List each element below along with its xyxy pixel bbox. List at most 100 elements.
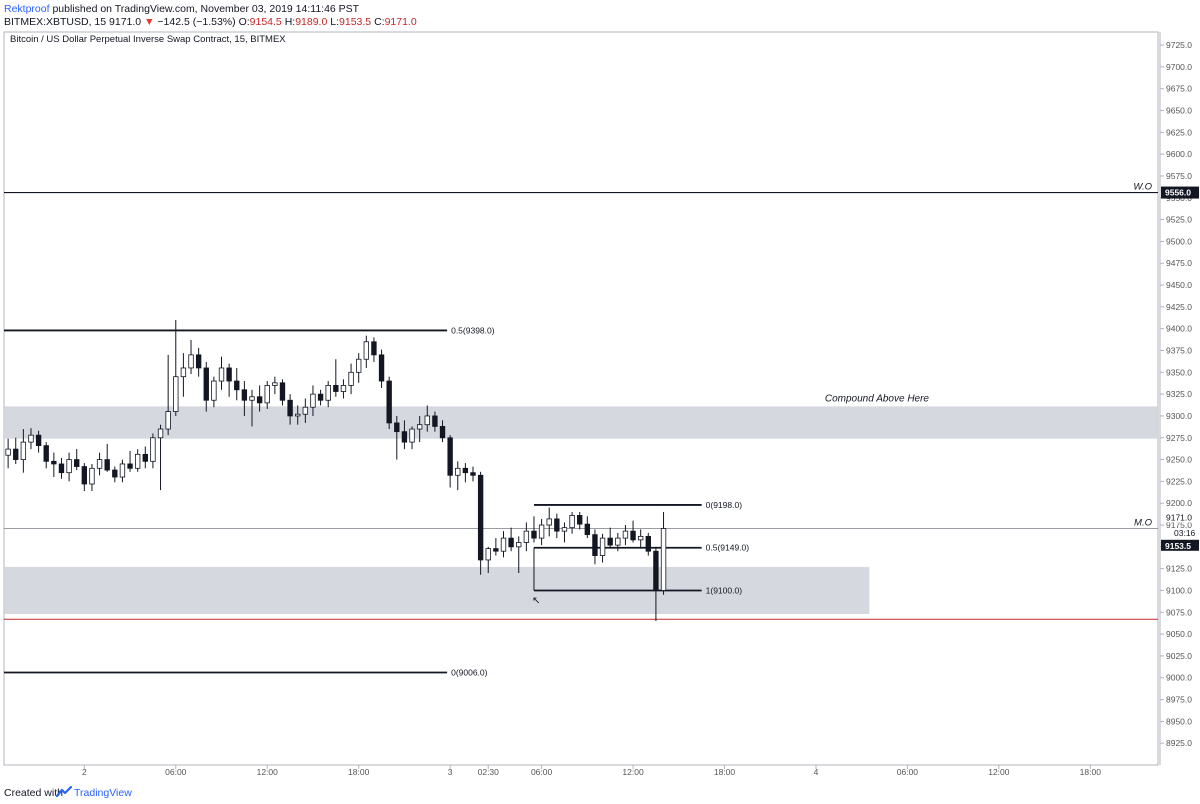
candle-body	[218, 367, 225, 382]
candle-body	[81, 466, 88, 485]
price-tick-label: 9500.0	[1166, 236, 1192, 246]
candle-body	[493, 548, 499, 552]
time-tick-label: 18:00	[714, 767, 736, 777]
candle-body	[165, 411, 171, 430]
candle-body	[523, 530, 530, 543]
candle-body	[584, 523, 591, 536]
price-marker-label: 9171.0	[1166, 513, 1192, 523]
price-tick-label: 9275.0	[1166, 433, 1192, 443]
candle-body	[546, 518, 552, 526]
price-tick-label: 9075.0	[1166, 607, 1192, 617]
candle-body	[462, 467, 469, 474]
candle-body	[447, 437, 453, 476]
price-tick-label: 9050.0	[1166, 629, 1192, 639]
price-tick-label: 9175.0	[1166, 520, 1192, 530]
candle-body	[592, 534, 598, 556]
candle-body	[378, 354, 385, 382]
close-value: 9171.0	[384, 16, 417, 28]
price-tick-label: 9525.0	[1166, 215, 1192, 225]
candle-body	[234, 380, 240, 391]
open-label: O:	[238, 16, 250, 28]
candle-body	[363, 341, 369, 360]
candle-body	[119, 463, 126, 478]
candle-body	[439, 426, 446, 439]
price-tick-label: 9600.0	[1166, 149, 1192, 159]
candle-body	[104, 459, 110, 471]
candle-body	[89, 467, 95, 485]
candle-body	[371, 341, 377, 356]
time-tick-label: 02:30	[478, 767, 500, 777]
candle-body	[508, 537, 514, 548]
candle-body	[356, 358, 362, 373]
candle-body	[241, 389, 248, 401]
price-tick-label: 9250.0	[1166, 455, 1192, 465]
close-label: C:	[374, 16, 385, 28]
last-price: 9171.0	[109, 16, 142, 28]
high-value: 9189.0	[295, 16, 328, 28]
price-tick-label: 9000.0	[1166, 673, 1192, 683]
candle-body	[561, 527, 568, 532]
candle-body	[630, 530, 636, 541]
price-marker-label: 9556.0	[1165, 188, 1191, 198]
published-text: published on TradingView.com, November 0…	[52, 3, 360, 15]
candle-body	[645, 535, 651, 552]
time-tick-label: 12:00	[988, 767, 1010, 777]
candle-body	[51, 460, 57, 465]
candle-body	[607, 537, 613, 546]
candle-body	[295, 413, 301, 417]
candle-body	[409, 428, 415, 443]
candle-body	[211, 380, 217, 401]
candle-body	[622, 530, 629, 539]
candle-body	[333, 385, 339, 392]
down-arrow-icon: ▼	[144, 16, 155, 28]
candle-body	[485, 548, 491, 561]
candle-body	[386, 380, 392, 424]
zone-label: Compound Above Here	[825, 393, 930, 404]
candle-body	[256, 396, 263, 404]
price-tick-label: 8925.0	[1166, 738, 1192, 748]
candle-body	[195, 354, 202, 369]
candle-body	[325, 385, 331, 401]
author-link[interactable]: Rektproof	[4, 3, 50, 15]
chart-header: Rektproof published on TradingView.com, …	[0, 0, 1200, 30]
cursor-icon: ↖	[532, 595, 540, 606]
price-tick-label: 9700.0	[1166, 62, 1192, 72]
candle-body	[416, 424, 423, 430]
plot-area	[3, 31, 1159, 766]
price-tick-label: 9300.0	[1166, 411, 1192, 421]
candle-body	[96, 459, 103, 469]
countdown-label: 03:16	[1174, 528, 1196, 538]
price-chart[interactable]: Compound Above Here W.O M.O 0.5(9398.0) 0(90…	[0, 30, 1200, 782]
tradingview-brand[interactable]: TradingView	[74, 787, 132, 799]
candle-body	[150, 437, 156, 462]
publish-line: Rektproof published on TradingView.com, …	[4, 3, 359, 15]
candle-body	[279, 382, 286, 401]
candle-body	[615, 537, 621, 546]
fib-label: 1(9100.0)	[706, 585, 743, 595]
price-tick-label: 9325.0	[1166, 389, 1192, 399]
candle-body	[660, 528, 667, 591]
level-line-label: M.O	[1134, 518, 1153, 529]
candle-body	[13, 448, 19, 460]
time-tick-label: 12:00	[622, 767, 644, 777]
tradingview-logo-icon	[56, 785, 72, 798]
candle-body	[637, 535, 644, 541]
time-tick-label: 18:00	[1080, 767, 1102, 777]
candle-body	[348, 371, 354, 386]
price-tick-label: 8975.0	[1166, 695, 1192, 705]
time-tick-label: 06:00	[897, 767, 919, 777]
candle-body	[5, 448, 11, 456]
price-tick-label: 9725.0	[1166, 40, 1192, 50]
price-tick-label: 9675.0	[1166, 84, 1192, 94]
fib-label: 0(9198.0)	[706, 500, 743, 510]
price-tick-label: 9625.0	[1166, 127, 1192, 137]
candle-body	[531, 530, 537, 539]
price-change: −142.5 (−1.53%)	[157, 16, 236, 28]
chart-footer: Created with TradingView	[0, 783, 1200, 804]
candle-body	[66, 459, 72, 474]
zone-rect	[4, 406, 1158, 439]
candle-body	[28, 434, 34, 443]
candle-body	[302, 406, 309, 415]
candle-body	[272, 382, 278, 386]
candle-body	[577, 515, 583, 525]
